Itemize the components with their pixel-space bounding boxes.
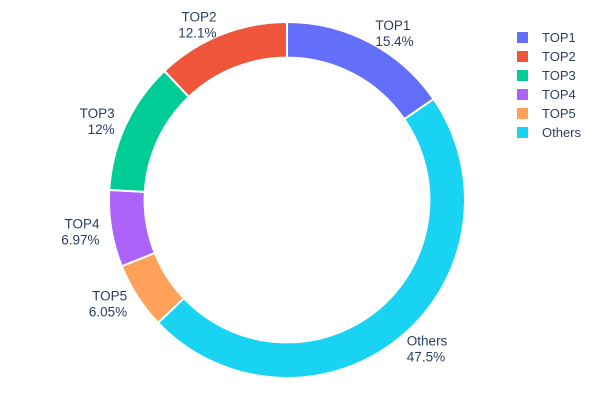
legend-item-others[interactable]: Others: [517, 123, 581, 142]
legend-item-label: TOP5: [542, 106, 576, 121]
legend-item-top5[interactable]: TOP5: [517, 104, 581, 123]
legend-item-label: TOP2: [542, 49, 576, 64]
slice-value-label-top4: 6.97%: [61, 233, 99, 248]
legend-item-label: TOP1: [542, 30, 576, 45]
legend-item-top4[interactable]: TOP4: [517, 85, 581, 104]
legend-swatch-top1: [517, 32, 528, 43]
slice-value-label-others: 47.5%: [407, 349, 445, 364]
legend-swatch-top2: [517, 51, 528, 62]
slice-value-label-top5: 6.05%: [89, 305, 127, 320]
legend-item-label: TOP4: [542, 87, 576, 102]
slice-value-label-top2: 12.1%: [178, 26, 216, 41]
legend-item-top2[interactable]: TOP2: [517, 47, 581, 66]
legend-swatch-top4: [517, 89, 528, 100]
slice-value-label-top1: 15.4%: [375, 34, 413, 49]
legend-item-top1[interactable]: TOP1: [517, 28, 581, 47]
slice-label-top5: TOP5: [92, 289, 127, 304]
pie-slice-top4[interactable]: [108, 188, 157, 268]
slice-label-top4: TOP4: [64, 217, 100, 232]
legend-swatch-top3: [517, 70, 528, 81]
legend-swatch-others: [517, 127, 528, 138]
pie-slice-others[interactable]: [156, 97, 466, 379]
legend-item-label: TOP3: [542, 68, 576, 83]
slice-label-others: Others: [407, 333, 448, 348]
legend-item-label: Others: [542, 125, 582, 140]
slice-label-top3: TOP3: [80, 106, 115, 121]
pie-slice-top2[interactable]: [162, 20, 288, 99]
pie-slice-top3[interactable]: [108, 69, 191, 193]
legend-swatch-top5: [517, 108, 528, 119]
legend-item-top3[interactable]: TOP3: [517, 66, 581, 85]
slice-label-top1: TOP1: [375, 18, 410, 33]
slice-label-top2: TOP2: [181, 10, 216, 25]
legend: TOP1 TOP2 TOP3 TOP4 TOP5 Others: [517, 28, 581, 142]
slice-value-label-top3: 12%: [88, 122, 115, 137]
